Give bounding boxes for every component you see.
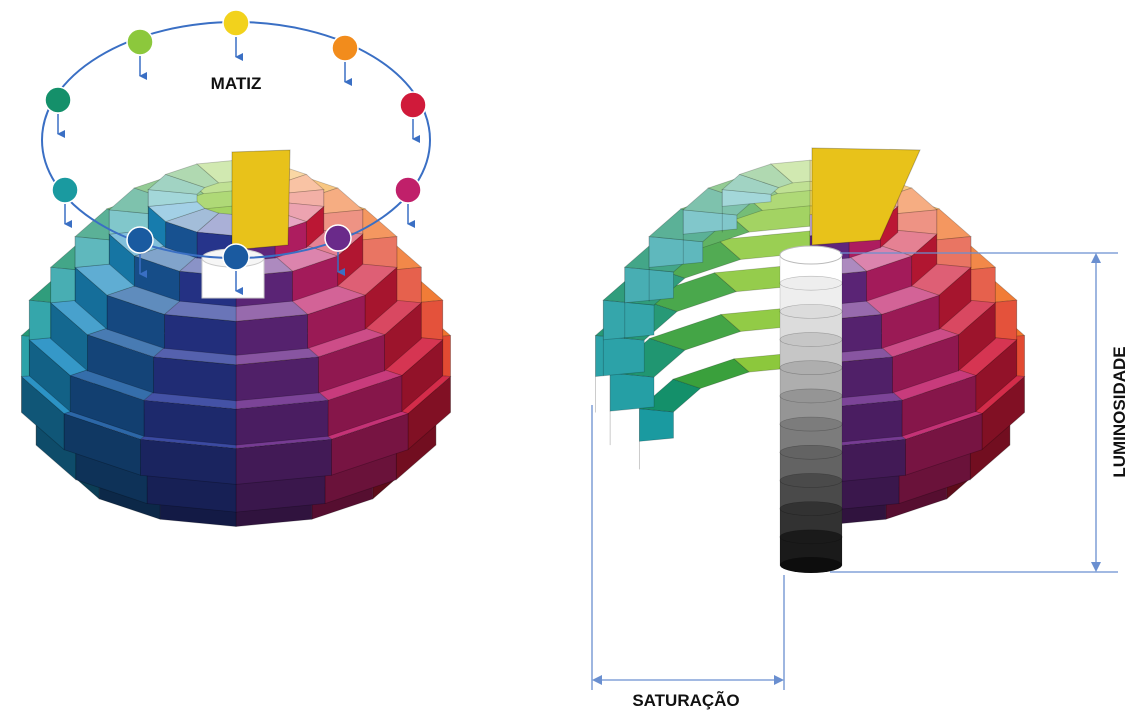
- solid-segment-top: [638, 408, 674, 442]
- solid-segment-side: [364, 266, 398, 331]
- solid-segment-top: [721, 189, 772, 207]
- solid-segment-side: [74, 266, 108, 331]
- solid-segment-top: [147, 173, 206, 195]
- solid-segment-side: [401, 338, 444, 413]
- hue-marker-purple: [324, 224, 352, 252]
- solid-segment-side: [331, 413, 409, 476]
- hue-ring: [41, 9, 431, 295]
- solid-segment-side: [292, 255, 339, 302]
- yellow-wedge: [231, 149, 291, 251]
- lightness-step-rim: [779, 529, 843, 545]
- solid-segment-top: [638, 378, 702, 413]
- hue-marker-teal: [51, 176, 79, 204]
- solid-segment-side: [165, 221, 198, 259]
- hue-marker-blue: [126, 226, 154, 254]
- solid-segment-top: [721, 173, 780, 195]
- solid-segment-top: [769, 159, 811, 184]
- solid-segment-top: [602, 299, 655, 341]
- hue-ring-markers: [44, 9, 427, 295]
- solid-segment-side: [866, 255, 913, 302]
- lightness-label: LUMINOSIDADE: [1110, 346, 1129, 477]
- lightness-step-rim: [779, 388, 843, 404]
- hue-marker-blue: [222, 243, 250, 271]
- solid-segment-side: [108, 233, 135, 287]
- left-color-solid: [20, 149, 452, 527]
- hue-marker-yellow: [222, 9, 250, 37]
- hue-marker-orange: [331, 34, 359, 62]
- solid-segment-top: [595, 334, 645, 378]
- lightness-column-bottom: [780, 557, 842, 573]
- lightness-column: [779, 245, 843, 573]
- dimension-lines: [591, 252, 1118, 690]
- saturation-label: SATURAÇÃO: [632, 690, 739, 710]
- lightness-step-rim: [779, 473, 843, 488]
- solid-segment-top: [164, 163, 220, 188]
- solid-segment-side: [133, 255, 180, 302]
- hue-label: MATIZ: [211, 74, 262, 93]
- yellow-wedge: [811, 147, 921, 246]
- solid-segment-top: [738, 163, 794, 188]
- lightness-column-top: [779, 245, 843, 265]
- lightness-step-rim: [779, 304, 843, 319]
- solid-segment-side: [938, 266, 972, 331]
- solid-segment-side: [106, 294, 165, 349]
- solid-segment-top: [648, 313, 742, 351]
- solid-segment-top: [648, 236, 704, 268]
- solid-segment-side: [69, 374, 145, 437]
- solid-segment-top: [682, 209, 738, 235]
- solid-segment-top: [147, 189, 198, 207]
- solid-segment-top: [671, 358, 751, 389]
- lightness-step-rim: [779, 332, 843, 347]
- lightness-step-rim: [779, 360, 843, 376]
- solid-segment-side: [905, 413, 983, 476]
- solid-segment-side: [140, 438, 237, 485]
- lightness-step-rim: [779, 444, 843, 460]
- solid-segment-top: [682, 187, 753, 216]
- hue-marker-green: [44, 86, 72, 114]
- solid-segment-side: [911, 233, 938, 287]
- lightness-step-rim: [779, 501, 843, 516]
- hue-marker-yellow-green: [126, 28, 154, 56]
- lightness-step-rim: [779, 275, 843, 291]
- hue-marker-red: [399, 91, 427, 119]
- solid-segment-top: [609, 372, 655, 412]
- lightness-step-rim: [779, 416, 843, 432]
- solid-segment-top: [147, 201, 206, 223]
- solid-segment-top: [624, 266, 674, 304]
- hue-marker-magenta: [394, 176, 422, 204]
